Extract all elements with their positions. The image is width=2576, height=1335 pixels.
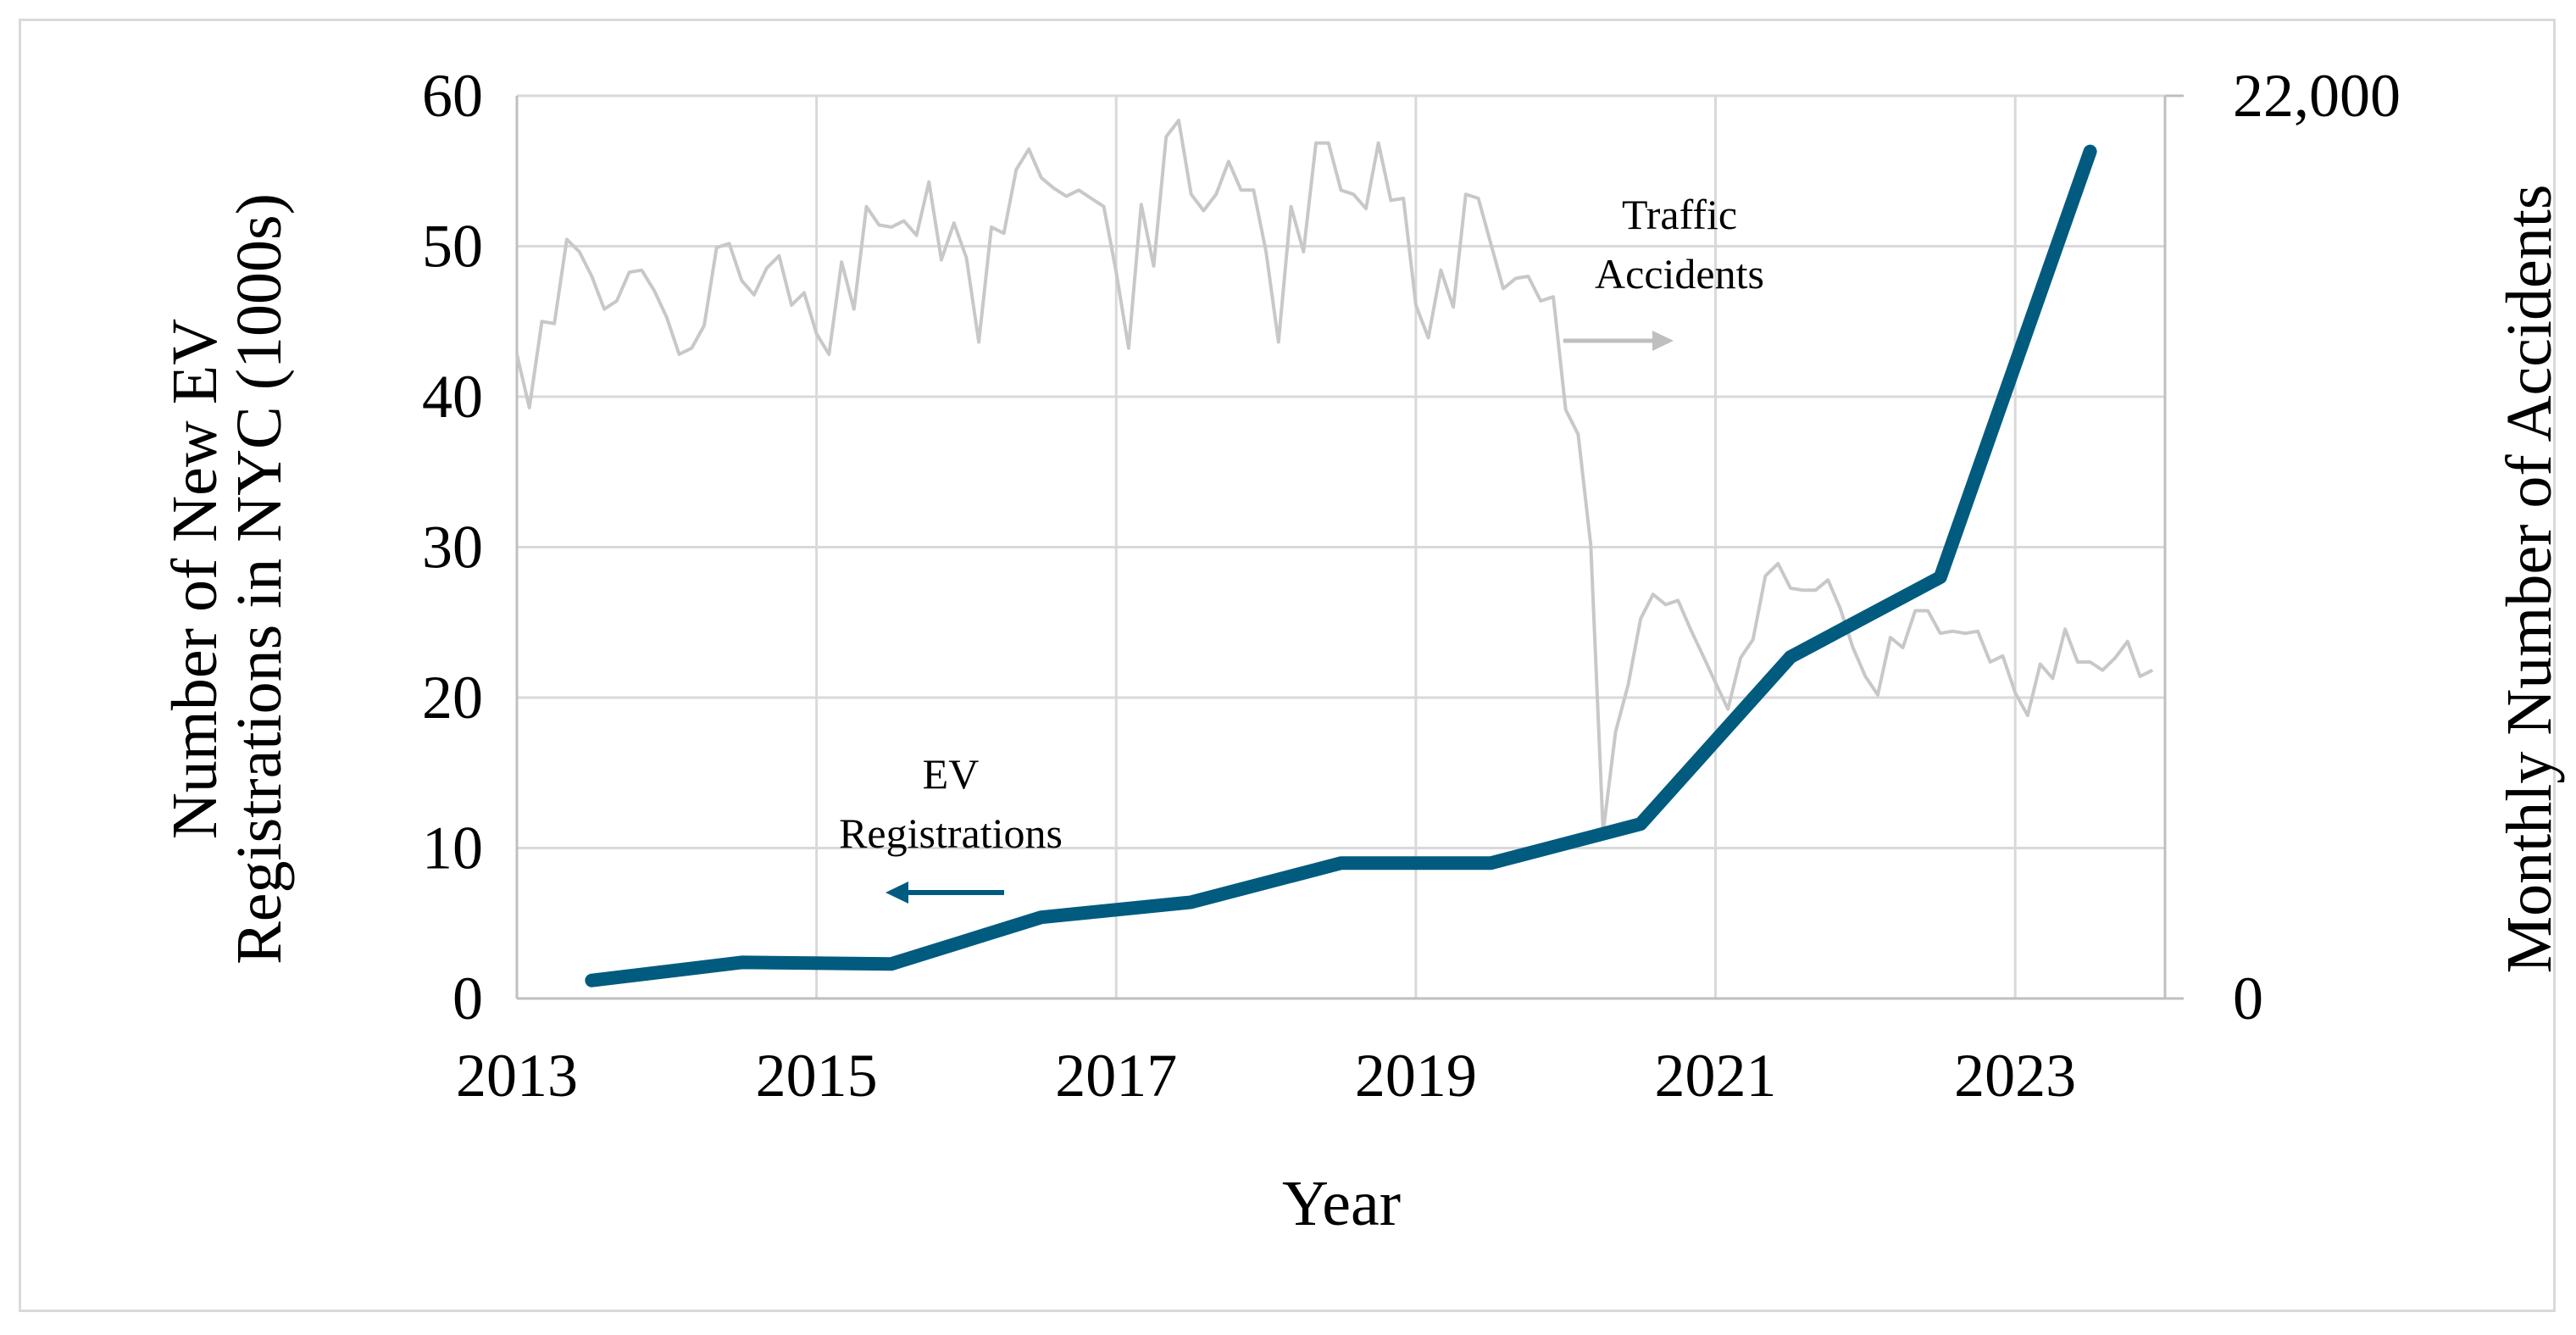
- ev-registrations-point-6: [1489, 861, 1493, 865]
- x-tick-label-5: 2023: [1954, 1042, 2076, 1110]
- ev-registrations-annotation: EV Registrations: [839, 750, 1063, 904]
- series-layer: [515, 119, 2154, 987]
- y-tick-label-6: 60: [422, 62, 483, 130]
- ev-registrations-label-line-2: Registrations: [839, 809, 1063, 857]
- y2-tick-label-1: 22,000: [2233, 62, 2401, 130]
- x-tick-label-2: 2017: [1055, 1042, 1177, 1110]
- x-tick-label-0: 2013: [456, 1042, 578, 1110]
- ev-registrations-point-1: [740, 960, 744, 965]
- y-tick-label-0: 0: [452, 965, 483, 1032]
- x-tick-label-4: 2021: [1655, 1042, 1777, 1110]
- ev-registrations-point-9: [1938, 576, 1942, 579]
- ev-registrations-point-4: [1189, 900, 1193, 904]
- traffic-accidents-arrow-head: [1652, 331, 1674, 351]
- ev-registrations-point-3: [1039, 915, 1043, 920]
- y-axis-title-line-2: Registrations in NYC (1000s): [224, 193, 295, 965]
- ev-registrations-point-7: [1639, 822, 1643, 826]
- y-tick-label-3: 30: [422, 514, 483, 581]
- y-tick-label-4: 40: [422, 363, 483, 431]
- ev-registrations-point-0: [590, 978, 594, 982]
- traffic-accidents-annotation: Traffic Accidents: [1563, 191, 1764, 351]
- ev-registrations-point-2: [890, 962, 894, 966]
- ev-registrations-point-10: [2088, 149, 2092, 153]
- y-tick-label-1: 10: [422, 815, 483, 882]
- ev-registrations-point-8: [1788, 655, 1792, 659]
- grid-layer: [517, 94, 2165, 998]
- ev-registrations-label-line-1: EV: [923, 750, 980, 798]
- y-axis-title-line-1: Number of New EV: [159, 319, 230, 839]
- y2-axis-title: Monthly Number of Accidents: [2494, 185, 2565, 974]
- y-tick-label-5: 50: [422, 213, 483, 281]
- y2-tick-label-0: 0: [2233, 965, 2263, 1032]
- x-tick-label-3: 2019: [1355, 1042, 1477, 1110]
- ev-registrations-arrow-head: [886, 882, 908, 904]
- ev-registrations-point-5: [1339, 861, 1343, 865]
- traffic-accidents-label-line-1: Traffic: [1622, 191, 1737, 238]
- x-axis-title: Year: [1282, 1168, 1401, 1239]
- series-traffic-accidents-line: [515, 119, 2154, 834]
- traffic-accidents-label-line-2: Accidents: [1595, 250, 1764, 298]
- axis-layer: 0 10 20 30 40 50 60 0 22,000 2013 2015 2017 2019 2021…: [422, 62, 2401, 1110]
- y-axis-title: Number of New EV Registrations in NYC (1…: [159, 193, 295, 965]
- y-tick-label-2: 20: [422, 664, 483, 731]
- x-tick-label-1: 2015: [756, 1042, 878, 1110]
